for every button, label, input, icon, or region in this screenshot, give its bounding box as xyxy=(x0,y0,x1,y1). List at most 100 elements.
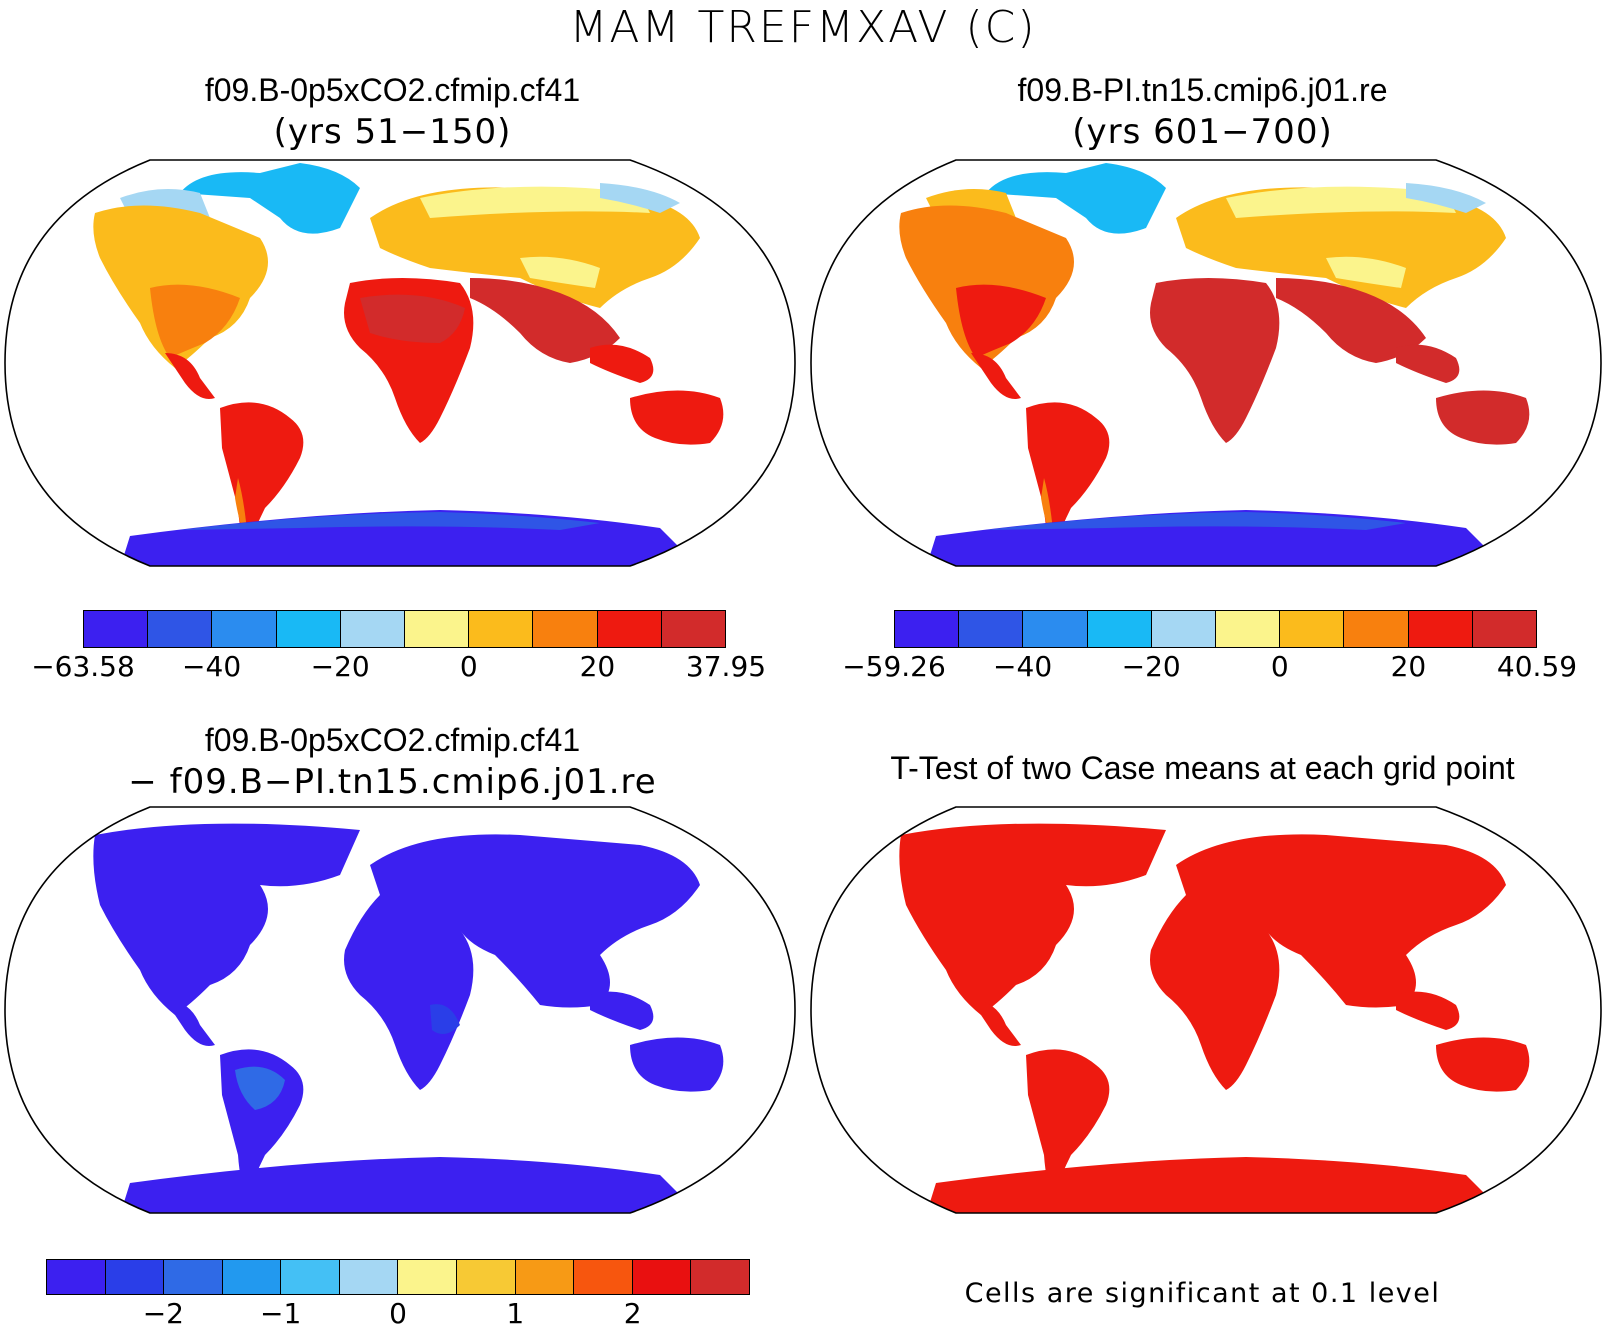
colorbar-cell xyxy=(212,611,277,647)
colorbar-tick-label: −20 xyxy=(310,650,370,683)
colorbar-tick-label: 0 xyxy=(1270,650,1289,683)
colorbar-cell xyxy=(1408,611,1473,647)
colorbar-cell xyxy=(340,611,406,647)
maritime-continent-region xyxy=(1396,344,1460,383)
colorbar-cell xyxy=(47,1260,106,1294)
map-ttest xyxy=(810,806,1602,1214)
panel-case1-title: f09.B-0p5xCO2.cfmip.cf41 xyxy=(204,72,581,108)
panel-case1-subtitle: (yrs 51−150) xyxy=(273,112,512,152)
siberia-region xyxy=(420,186,650,218)
map-outline xyxy=(810,159,1602,567)
colorbar-tick-label: −2 xyxy=(142,1297,184,1330)
colorbar-cell xyxy=(469,611,534,647)
colorbar-cell xyxy=(1280,611,1345,647)
colorbar-tick-label: 2 xyxy=(623,1297,642,1330)
colorbar-cell xyxy=(959,611,1024,647)
greenland-region xyxy=(180,163,360,234)
antarctica-region xyxy=(120,1157,700,1213)
colorbar-tick-label: −40 xyxy=(993,650,1053,683)
australia-region xyxy=(630,390,724,445)
colorbar-cell xyxy=(457,1260,516,1294)
australia-region xyxy=(1436,390,1530,445)
north-america-region xyxy=(93,823,360,1015)
colorbar-tick-label: 1 xyxy=(506,1297,525,1330)
colorbar-cell xyxy=(574,1260,633,1294)
north-america-region xyxy=(899,823,1166,1015)
colorbar-cell xyxy=(148,611,213,647)
maritime-continent-region xyxy=(590,344,654,383)
panel-case2-subtitle: (yrs 601−700) xyxy=(1072,112,1333,152)
africa-region xyxy=(1150,278,1280,443)
siberia-cold-region xyxy=(1406,183,1486,213)
map-outline xyxy=(810,806,1602,1214)
antarctica-coast-region xyxy=(986,512,1406,530)
central-america-region xyxy=(165,353,215,399)
central-america-region xyxy=(971,1000,1021,1046)
colorbar-cell xyxy=(398,1260,458,1294)
colorbar-cell xyxy=(1472,611,1537,647)
siberia-cold-region xyxy=(600,183,680,213)
colorbar-tick-label: −20 xyxy=(1121,650,1181,683)
eurasia-region xyxy=(370,187,700,308)
colorbar-cell xyxy=(405,611,470,647)
colorbar-cell xyxy=(1216,611,1281,647)
amazon-region xyxy=(235,1066,285,1110)
colorbar-cell xyxy=(632,1260,692,1294)
significance-note: Cells are significant at 0.1 level xyxy=(964,1278,1441,1309)
colorbar-cell xyxy=(1023,611,1088,647)
maritime-continent-region xyxy=(590,991,654,1030)
colorbar-cell xyxy=(661,611,726,647)
eurasia-region xyxy=(1176,187,1506,308)
colorbar-cell xyxy=(276,611,341,647)
colorbar-tick-label: −59.26 xyxy=(842,650,946,683)
colorbar-tick-label: 20 xyxy=(579,650,616,683)
colorbar-cell xyxy=(533,611,598,647)
sahara-region xyxy=(360,294,465,343)
colorbar-cell xyxy=(597,611,662,647)
antarctica-coast-region xyxy=(180,512,600,530)
colorbar-cell xyxy=(105,1260,165,1294)
tibet-region xyxy=(1326,256,1406,288)
south-asia-region xyxy=(1276,278,1426,363)
colorbar-cell xyxy=(691,1260,749,1294)
colorbar-tick-label: 20 xyxy=(1390,650,1427,683)
central-africa-region xyxy=(430,1004,460,1034)
colorbar-diff xyxy=(46,1259,750,1295)
south-america-region xyxy=(1026,1049,1110,1195)
siberia-region xyxy=(1226,186,1456,218)
panel-ttest-title: T-Test of two Case means at each grid po… xyxy=(890,750,1515,786)
colorbar-cell xyxy=(164,1260,223,1294)
colorbar-tick-label: 0 xyxy=(389,1297,407,1330)
panel-diff-subtitle: − f09.B−PI.tn15.cmip6.j01.re xyxy=(128,762,657,802)
colorbar-cell xyxy=(281,1260,340,1294)
panel-diff-title: f09.B-0p5xCO2.cfmip.cf41 xyxy=(204,722,581,758)
us-region xyxy=(956,284,1046,358)
colorbar-tick-label: −63.58 xyxy=(31,650,135,683)
tibet-region xyxy=(520,256,600,288)
map-outline xyxy=(4,159,796,567)
eurasia-africa-region xyxy=(1150,834,1506,1090)
australia-region xyxy=(630,1037,724,1092)
colorbar-cell xyxy=(1151,611,1217,647)
maritime-continent-region xyxy=(1396,991,1460,1030)
map-case1 xyxy=(4,159,796,567)
map-outline xyxy=(4,806,796,1214)
colorbar-cell xyxy=(1344,611,1409,647)
colorbar-tick-label: 40.59 xyxy=(1496,650,1578,683)
us-region xyxy=(150,284,240,358)
figure-title: MAM TREFMXAV (C) xyxy=(569,2,1037,53)
colorbar-cell xyxy=(84,611,149,647)
map-case2 xyxy=(810,159,1602,567)
greenland-region xyxy=(986,163,1166,234)
colorbar-cell xyxy=(1087,611,1152,647)
colorbar-case2 xyxy=(894,610,1537,648)
antarctica-region xyxy=(926,1157,1506,1213)
colorbar-tick-label: 37.95 xyxy=(685,650,767,683)
colorbar-cell xyxy=(339,1260,399,1294)
australia-region xyxy=(1436,1037,1530,1092)
colorbar-tick-label: −40 xyxy=(182,650,242,683)
colorbar-case1 xyxy=(83,610,726,648)
central-america-region xyxy=(971,353,1021,399)
colorbar-tick-label: 0 xyxy=(459,650,478,683)
map-diff xyxy=(4,806,796,1214)
